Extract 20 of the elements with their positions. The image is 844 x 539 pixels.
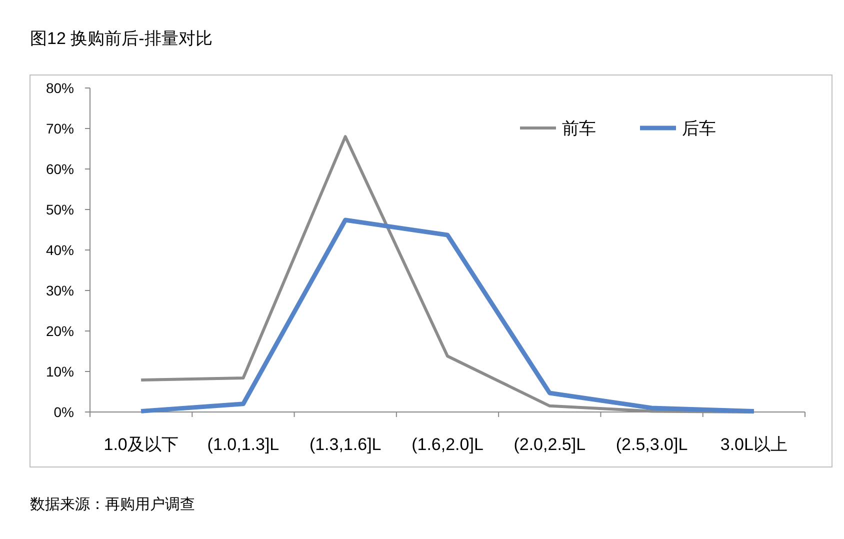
y-tick-label: 10% xyxy=(46,364,74,380)
x-tick-label: 1.0及以下 xyxy=(104,435,178,454)
x-tick-label: (1.0,1.3]L xyxy=(207,435,280,454)
x-tick-label: 3.0L以上 xyxy=(720,435,788,454)
y-tick-label: 30% xyxy=(46,282,74,298)
x-tick-label: (1.3,1.6]L xyxy=(309,435,382,454)
chart-title: 图12 换购前后-排量对比 xyxy=(30,29,212,48)
y-tick-label: 40% xyxy=(46,242,74,258)
legend-label: 后车 xyxy=(682,119,716,138)
x-tick-label: (2.5,3.0]L xyxy=(616,435,688,454)
y-tick-label: 70% xyxy=(46,120,74,136)
y-tick-label: 0% xyxy=(54,404,74,420)
source-note: 数据来源：再购用户调查 xyxy=(30,496,195,513)
y-tick-label: 60% xyxy=(46,161,74,177)
y-tick-label: 50% xyxy=(46,202,74,218)
legend-label: 前车 xyxy=(562,119,596,138)
x-tick-label: (1.6,2.0]L xyxy=(412,435,484,454)
x-tick-label: (2.0,2.5]L xyxy=(514,435,586,454)
y-tick-label: 20% xyxy=(46,323,74,339)
y-tick-label: 80% xyxy=(46,80,74,96)
